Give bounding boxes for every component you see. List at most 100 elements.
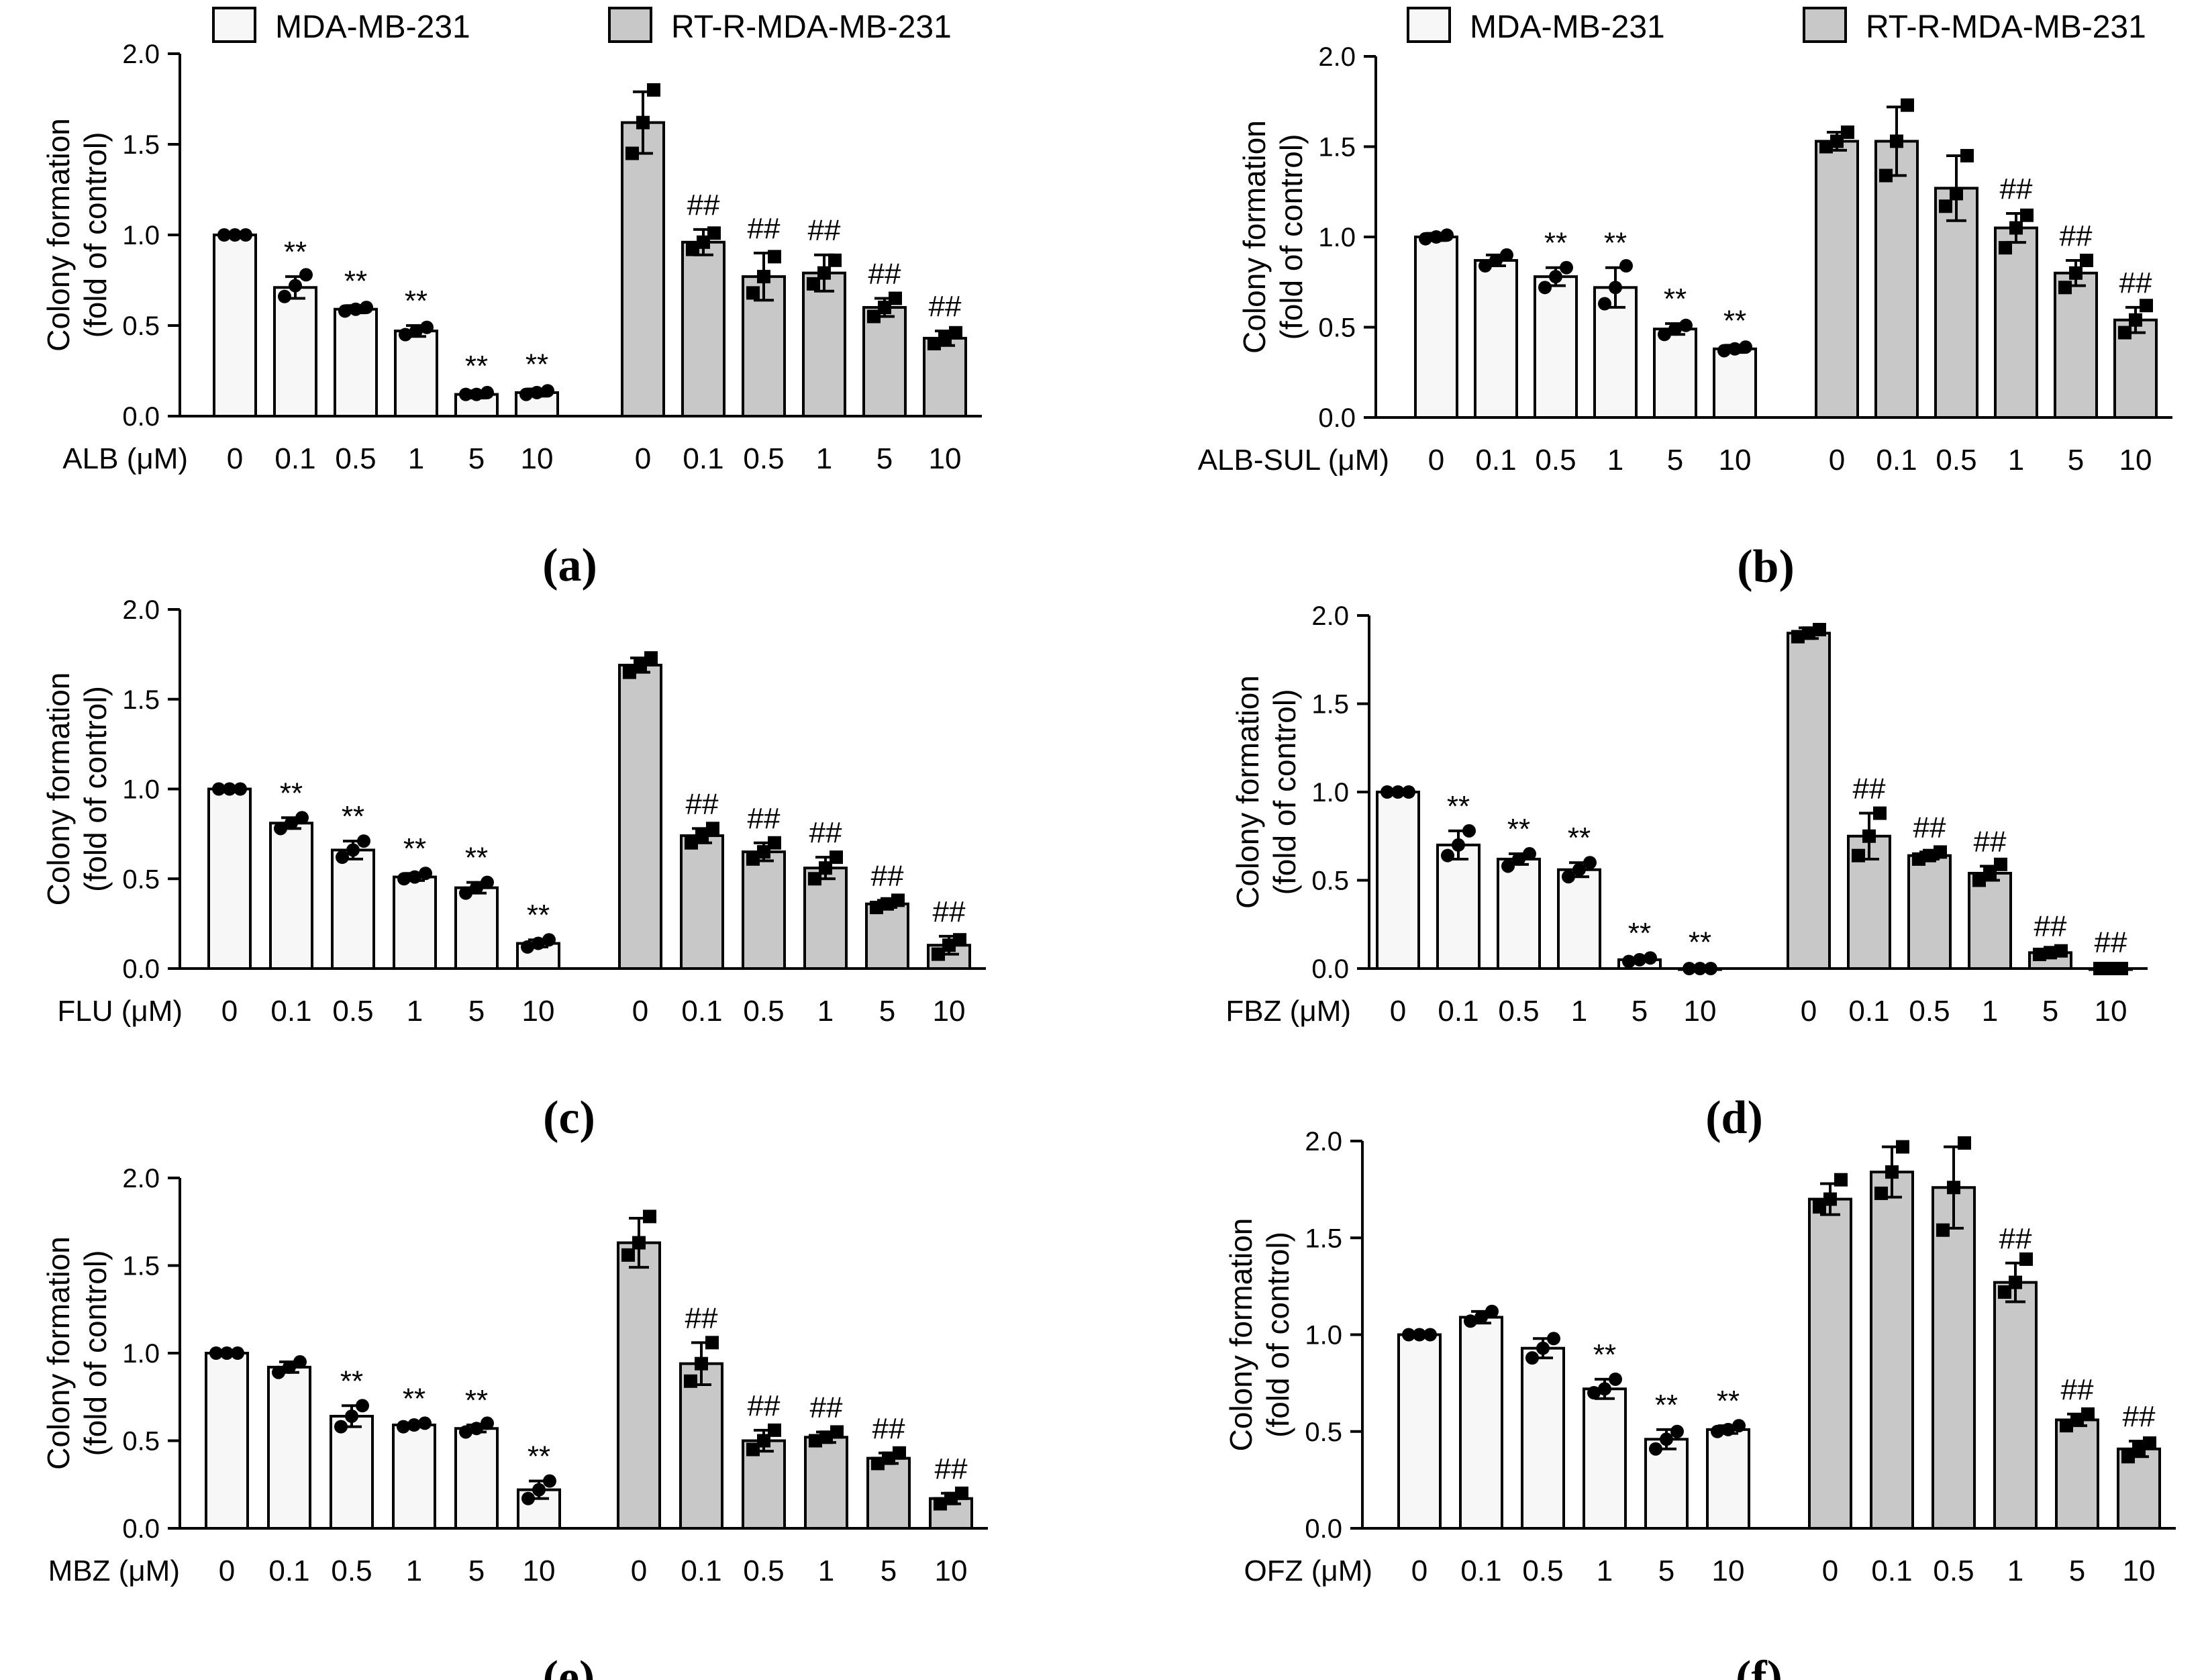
x-tick-label: 0.1 [1848, 995, 1889, 1028]
significance-mark-hash: ## [1999, 1222, 2032, 1255]
significance-mark-hash: ## [748, 1389, 781, 1422]
significance-mark-hash: ## [935, 1452, 968, 1485]
data-point [1598, 1382, 1611, 1396]
data-point [932, 947, 945, 961]
data-point [686, 242, 699, 256]
significance-mark-hash: ## [868, 258, 901, 291]
x-tick-label: 5 [468, 995, 485, 1028]
data-point [684, 1374, 697, 1388]
bar-rtr [2117, 1447, 2161, 1530]
x-tick-label: 0 [635, 442, 651, 475]
chart-panel-d: 0.0 0.5 1.0 1.5 2.0 Colony formation (fold of … [1225, 601, 2148, 1144]
significance-mark-star: ** [1689, 926, 1711, 958]
data-point [625, 146, 639, 160]
data-point [334, 1420, 348, 1434]
data-point [408, 870, 421, 884]
data-point [1912, 852, 1925, 866]
data-point [1560, 260, 1573, 275]
bar-rtr [2055, 1418, 2099, 1530]
data-point [623, 665, 636, 679]
y-tick-label: 2.0 [122, 595, 160, 625]
data-point [481, 385, 494, 399]
y-axis-label: Colony formation [1230, 675, 1265, 909]
significance-mark-hash: ## [687, 189, 720, 221]
x-tick-label: 0 [1428, 444, 1444, 477]
x-tick-label: 1 [816, 442, 832, 475]
data-point [1572, 862, 1586, 877]
data-point [360, 301, 373, 314]
significance-mark-hash: ## [1974, 825, 2007, 858]
x-tick-label: 0.5 [743, 1554, 784, 1587]
data-point [1547, 1332, 1560, 1346]
y-axis-label: (fold of control) [78, 1250, 113, 1456]
bar-mda [392, 1424, 436, 1530]
legend-label: MDA-MB-231 [275, 9, 470, 45]
bar-rtr [1968, 871, 2012, 970]
y-tick-label: 1.0 [122, 221, 160, 250]
data-point [1485, 1304, 1499, 1318]
significance-mark-star: ** [403, 832, 426, 865]
y-tick-label: 1.5 [1311, 690, 1349, 720]
y-axis-label: (fold of control) [78, 132, 113, 338]
x-tick-label: 5 [2069, 1554, 2085, 1587]
significance-mark-star: ** [528, 1440, 550, 1473]
significance-mark-star: ** [340, 1365, 363, 1397]
x-axis-label: OFZ (μM) [1244, 1554, 1372, 1587]
x-tick-label: 0.5 [332, 995, 373, 1028]
data-point [1841, 125, 1854, 139]
bar-mda [330, 1414, 374, 1530]
panel-label: (f) [1736, 1652, 1783, 1680]
data-point [1660, 1432, 1673, 1446]
bar-rtr [617, 1241, 661, 1530]
bar-mda [267, 1365, 311, 1530]
significance-mark-hash: ## [685, 1301, 718, 1334]
significance-mark-hash: ## [2000, 172, 2033, 205]
chart-panel-c: 0.0 0.5 1.0 1.5 2.0 Colony formation (fold of … [41, 595, 986, 1144]
x-tick-label: 0.5 [743, 442, 784, 475]
data-point [1440, 228, 1454, 242]
data-point [1947, 1181, 1960, 1195]
significance-mark-star: ** [465, 350, 488, 383]
data-point [867, 309, 881, 324]
data-point [357, 834, 370, 848]
data-point [419, 867, 432, 881]
y-tick-label: 0.0 [122, 402, 160, 432]
data-point [1994, 857, 2007, 871]
data-point [1717, 344, 1731, 358]
bar-mda [273, 286, 317, 417]
significance-mark-hash: ## [809, 816, 842, 849]
data-point [1885, 1165, 1899, 1179]
y-tick-label: 2.0 [122, 40, 160, 69]
y-tick-label: 0.5 [122, 864, 160, 894]
significance-mark-star: ** [1604, 227, 1627, 260]
x-tick-label: 0.1 [1876, 444, 1917, 477]
data-point [808, 872, 821, 886]
data-point [295, 811, 309, 825]
data-point [1960, 148, 1974, 162]
y-tick-label: 1.5 [1318, 133, 1356, 162]
bar-rtr [923, 336, 967, 417]
legend-swatch-mda [1407, 7, 1451, 43]
data-point [1923, 848, 1936, 862]
data-point [2044, 946, 2057, 960]
y-tick-label: 0.5 [1305, 1418, 1342, 1447]
x-tick-label: 5 [1667, 444, 1683, 477]
data-point [944, 1491, 958, 1505]
data-point [1958, 1136, 1971, 1150]
data-point [231, 1346, 244, 1360]
data-point [2070, 1413, 2084, 1427]
x-tick-label: 0.5 [1909, 995, 1950, 1028]
data-point [1802, 626, 1815, 640]
data-point [1419, 232, 1432, 246]
data-point [695, 829, 709, 843]
x-tick-label: 0 [1822, 1554, 1838, 1587]
x-tick-label: 5 [468, 442, 485, 475]
data-point [1402, 1328, 1415, 1342]
bar-rtr [621, 121, 665, 417]
panel-label: (c) [543, 1092, 595, 1144]
data-point [1562, 870, 1575, 884]
data-point [1619, 259, 1633, 273]
y-tick-label: 2.0 [1318, 42, 1356, 72]
data-point [757, 270, 770, 284]
data-point [878, 301, 891, 314]
